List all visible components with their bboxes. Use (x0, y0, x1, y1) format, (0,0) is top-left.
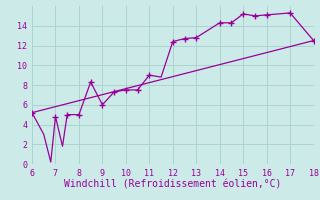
X-axis label: Windchill (Refroidissement éolien,°C): Windchill (Refroidissement éolien,°C) (64, 179, 282, 189)
